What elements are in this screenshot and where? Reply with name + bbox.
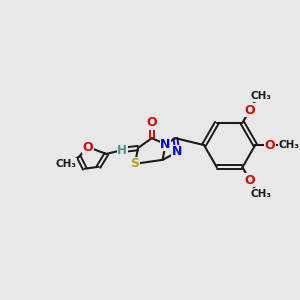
Text: CH₃: CH₃ [278,140,299,150]
Text: O: O [244,103,255,117]
Text: CH₃: CH₃ [250,189,271,199]
Text: N: N [172,146,183,158]
Text: O: O [265,139,275,152]
Text: O: O [146,116,157,129]
Text: H: H [117,145,127,158]
Text: O: O [244,174,255,187]
Text: CH₃: CH₃ [250,91,271,101]
Text: O: O [82,140,93,154]
Text: CH₃: CH₃ [56,159,76,169]
Text: N: N [160,138,171,151]
Text: S: S [130,157,140,170]
